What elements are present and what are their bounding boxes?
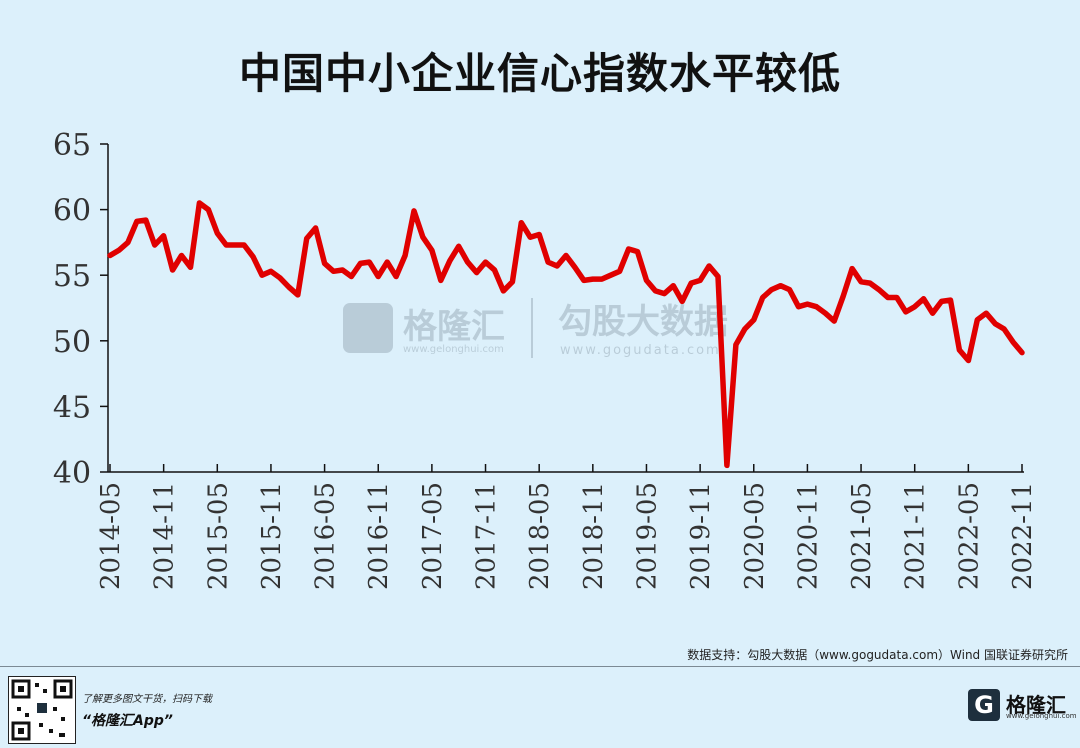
y-tick-label: 40 (53, 456, 91, 491)
y-tick-label: 60 (53, 194, 91, 229)
y-tick-label: 65 (53, 128, 91, 163)
x-tick-label: 2021-11 (901, 482, 931, 590)
y-tick-label: 50 (53, 325, 91, 360)
x-tick-label: 2019-11 (686, 482, 716, 590)
footer-divider (0, 666, 1080, 667)
qr-code-icon (8, 676, 76, 744)
x-tick-label: 2020-05 (740, 482, 770, 590)
y-tick-label: 45 (53, 390, 91, 425)
chart-title: 中国中小企业信心指数水平较低 (238, 49, 841, 98)
x-tick-label: 2014-05 (96, 482, 126, 590)
watermark-data-url: www.gogudata.com (560, 343, 721, 358)
x-tick-label: 2018-05 (525, 482, 555, 590)
x-tick-label: 2022-11 (1008, 482, 1038, 590)
x-tick-label: 2016-11 (364, 482, 394, 590)
brand-logo-icon: G (968, 689, 1000, 721)
watermark-brand: 格隆汇 (403, 307, 505, 347)
x-tick-label: 2021-05 (847, 482, 877, 590)
watermark-logo-icon (343, 303, 393, 353)
x-tick-label: 2018-11 (579, 482, 609, 590)
promo-text: 了解更多图文干货，扫码下载 (82, 694, 212, 705)
x-tick-label: 2022-05 (954, 482, 984, 590)
source-note: 数据支持：勾股大数据（www.gogudata.com）Wind 国联证券研究所 (687, 648, 1068, 662)
y-tick-label: 55 (53, 259, 91, 294)
watermark: 格隆汇 www.gelonghui.com 勾股大数据 www.gogudata… (343, 298, 728, 358)
brand-url: www.gelonghui.com (1006, 712, 1077, 720)
promo-app-name: “格隆汇App” (82, 713, 173, 729)
line-chart: 格隆汇 www.gelonghui.com 勾股大数据 www.gogudata… (53, 128, 1038, 590)
watermark-divider (531, 298, 533, 358)
watermark-brand-url: www.gelonghui.com (403, 344, 504, 355)
x-tick-label: 2020-11 (793, 482, 823, 590)
brand-name: 格隆汇 (1006, 693, 1066, 717)
x-tick-label: 2015-11 (257, 482, 287, 590)
series-line (107, 200, 1025, 469)
watermark-data: 勾股大数据 (558, 302, 728, 342)
x-tick-label: 2017-11 (472, 482, 502, 590)
x-tick-label: 2015-05 (203, 482, 233, 590)
x-tick-label: 2019-05 (632, 482, 662, 590)
x-tick-label: 2014-11 (150, 482, 180, 590)
x-tick-label: 2016-05 (311, 482, 341, 590)
x-tick-label: 2017-05 (418, 482, 448, 590)
brand-logo: G 格隆汇 www.gelonghui.com (968, 688, 1077, 722)
